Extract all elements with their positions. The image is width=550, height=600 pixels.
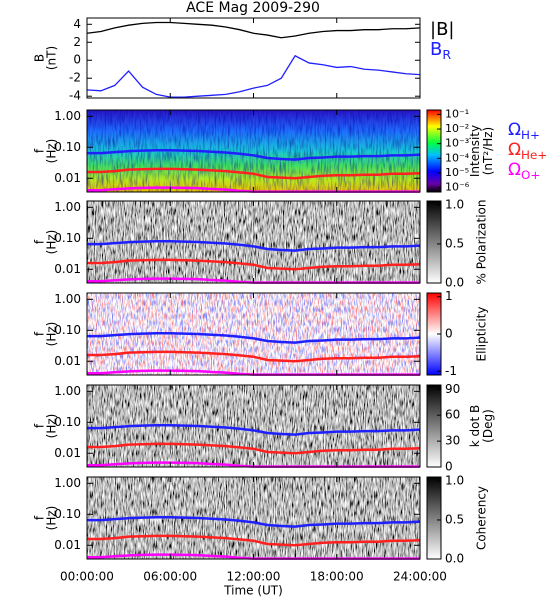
y-tick-label: 1.00 bbox=[54, 292, 81, 306]
series-line bbox=[87, 424, 421, 436]
y-tick-label: 0.10 bbox=[54, 415, 81, 429]
y-axis-label: (nT) bbox=[45, 46, 59, 70]
legend-name: Ω bbox=[508, 160, 521, 180]
y-axis-label: (Hz) bbox=[45, 414, 59, 439]
colorbar-tick-label: 10⁻² bbox=[445, 122, 469, 135]
y-axis-label: f bbox=[33, 515, 47, 520]
y-tick-label: 0.10 bbox=[54, 231, 81, 245]
legend-label: ΩHe+ bbox=[508, 140, 547, 162]
y-axis-label: f bbox=[33, 423, 47, 428]
y-axis-label: (Hz) bbox=[45, 139, 59, 164]
y-tick-label: 0.01 bbox=[54, 262, 81, 276]
y-axis-label: (Hz) bbox=[45, 230, 59, 255]
colorbar bbox=[426, 384, 442, 468]
colorbar-label: Ellipticity bbox=[475, 307, 489, 362]
x-tick-label: 00:00:00 bbox=[60, 570, 114, 584]
legend-label: ΩH+ bbox=[508, 120, 540, 142]
colorbar-tick-label: 60 bbox=[445, 408, 460, 422]
legend-sub: R bbox=[442, 47, 451, 62]
colorbar-label: k dot B bbox=[468, 405, 482, 447]
colorbar-tick-label: 1.0 bbox=[445, 197, 464, 211]
x-tick-label: 06:00:00 bbox=[143, 570, 197, 584]
y-axis-label: f bbox=[33, 331, 47, 336]
colorbar-tick-label: 0.0 bbox=[445, 276, 464, 290]
colorbar-tick-label: 1 bbox=[445, 289, 453, 303]
y-axis-label: f bbox=[33, 239, 47, 244]
colorbar-tick-label: 90 bbox=[445, 382, 460, 396]
series-line bbox=[87, 534, 421, 547]
y-tick-label: 0.10 bbox=[54, 140, 81, 154]
colorbar-label: (nT²/Hz) bbox=[481, 127, 495, 175]
colorbar-tick-label: 0.0 bbox=[445, 552, 464, 566]
y-tick-label: 4 bbox=[73, 17, 81, 31]
legend-sub: O+ bbox=[521, 168, 540, 182]
legend-name: Ω bbox=[508, 140, 521, 160]
y-tick-label: 0.10 bbox=[54, 507, 81, 521]
legend-name: |B| bbox=[430, 19, 454, 40]
colorbar-label: Intensity bbox=[468, 125, 482, 177]
legend-name: B bbox=[430, 39, 442, 60]
legend-label: |B| bbox=[430, 19, 454, 40]
colorbar-label: (Deg) bbox=[481, 409, 495, 443]
colorbar bbox=[426, 109, 442, 193]
series-line bbox=[87, 240, 421, 252]
y-tick-label: 1.00 bbox=[54, 200, 81, 214]
y-axis-label: (Hz) bbox=[45, 506, 59, 531]
y-tick-label: 1.00 bbox=[54, 476, 81, 490]
series-line bbox=[87, 516, 421, 528]
y-tick-label: 0 bbox=[73, 53, 81, 67]
colorbar-tick-label: 0 bbox=[445, 327, 453, 341]
series-line bbox=[87, 149, 421, 161]
colorbar-tick-label: 0.5 bbox=[445, 236, 464, 250]
x-tick-label: 24:00:00 bbox=[393, 570, 447, 584]
series-line bbox=[87, 350, 421, 363]
y-tick-label: 1.00 bbox=[54, 109, 81, 123]
colorbar-tick-label: 10⁻⁵ bbox=[445, 166, 469, 179]
legend-label: BR bbox=[430, 39, 451, 62]
colorbar bbox=[426, 476, 442, 560]
series-line bbox=[87, 442, 421, 455]
legend-sub: H+ bbox=[521, 128, 540, 142]
y-tick-label: 0.10 bbox=[54, 323, 81, 337]
colorbar-tick-label: 10⁻¹ bbox=[445, 107, 469, 120]
colorbar-label: Coherency bbox=[475, 486, 489, 550]
x-tick-label: 18:00:00 bbox=[310, 570, 364, 584]
y-axis-label: B bbox=[33, 54, 47, 62]
y-tick-label: 0.01 bbox=[54, 354, 81, 368]
colorbar bbox=[426, 200, 442, 284]
y-axis-label: f bbox=[33, 148, 47, 153]
series-line bbox=[86, 54, 421, 98]
colorbar-tick-label: 10⁻⁴ bbox=[445, 151, 470, 164]
series-line bbox=[87, 332, 421, 344]
y-tick-label: -2 bbox=[69, 71, 81, 85]
x-axis-label: Time (UT) bbox=[223, 584, 283, 598]
colorbar-tick-label: 0.5 bbox=[445, 512, 464, 526]
x-tick-label: 12:00:00 bbox=[227, 570, 281, 584]
legend-sub: He+ bbox=[521, 148, 547, 162]
series-line bbox=[86, 21, 421, 39]
y-tick-label: 0.01 bbox=[54, 538, 81, 552]
chart-title: ACE Mag 2009-290 bbox=[186, 0, 320, 16]
colorbar-tick-label: 30 bbox=[445, 434, 460, 448]
colorbar-tick-label: -1 bbox=[445, 364, 457, 378]
legend-label: ΩO+ bbox=[508, 160, 540, 182]
y-tick-label: 2 bbox=[73, 35, 81, 49]
legend-name: Ω bbox=[508, 120, 521, 140]
series-line bbox=[87, 167, 421, 180]
series-line bbox=[87, 258, 421, 271]
colorbar-tick-label: 10⁻³ bbox=[445, 137, 469, 150]
y-tick-label: 0.01 bbox=[54, 171, 81, 185]
colorbar-tick-label: 0 bbox=[445, 460, 453, 474]
y-tick-label: -4 bbox=[69, 89, 81, 103]
y-tick-label: 1.00 bbox=[54, 384, 81, 398]
y-axis-label: (Hz) bbox=[45, 322, 59, 347]
colorbar-tick-label: 1.0 bbox=[445, 473, 464, 487]
y-tick-label: 0.01 bbox=[54, 446, 81, 460]
colorbar-tick-label: 10⁻⁶ bbox=[445, 181, 470, 194]
colorbar-label: % Polarization bbox=[475, 200, 489, 285]
